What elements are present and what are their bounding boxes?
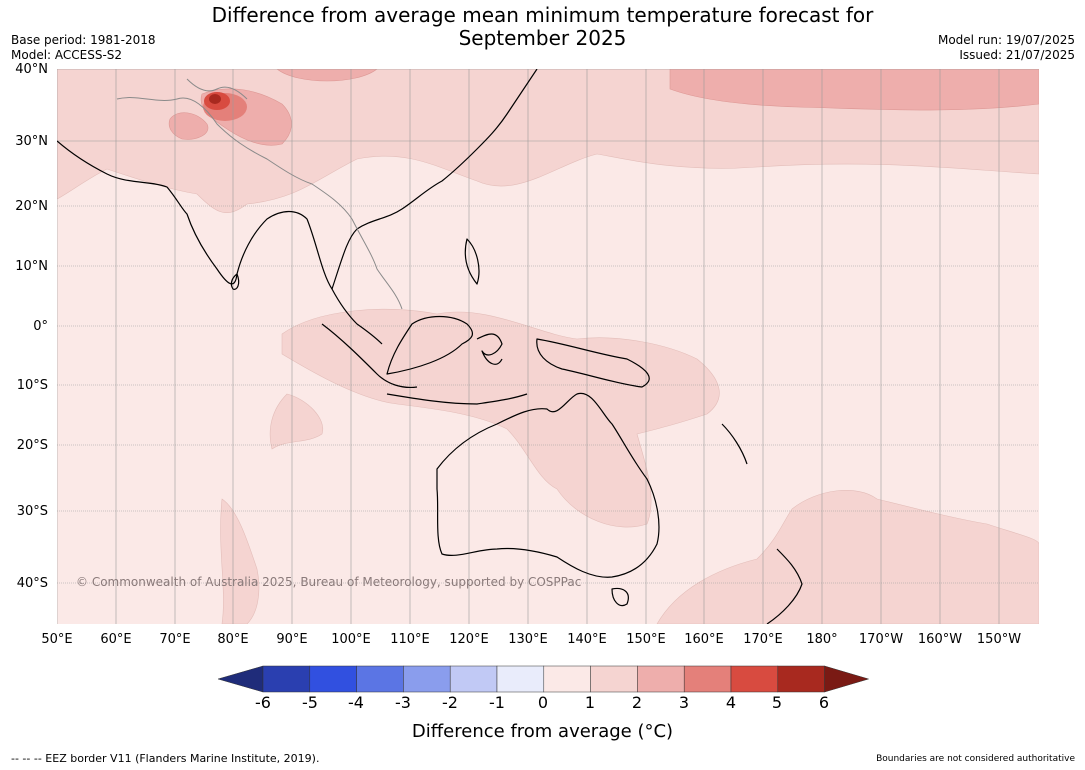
forecast-map: © Commonwealth of Australia 2025, Bureau… [57, 69, 1039, 624]
new-guinea [536, 338, 650, 388]
lon-label: 150°E [626, 632, 666, 647]
meta-left: Base period: 1981-2018 Model: ACCESS-S2 [11, 33, 156, 63]
model-run: Model run: 19/07/2025 [937, 33, 1075, 47]
colorbar-segment [356, 665, 404, 693]
lat-label: 30°S [16, 504, 48, 519]
colorbar-tick-label: 6 [818, 693, 830, 712]
colorbar-tick-label: -1 [489, 693, 505, 712]
australia [436, 392, 660, 578]
lon-label: 60°E [100, 632, 132, 647]
lon-label: 120°E [449, 632, 489, 647]
lon-label: 170°W [858, 632, 904, 647]
southern-pacific-warm [656, 489, 1039, 624]
colorbar-tick-label: -4 [348, 693, 364, 712]
lon-label: 100°E [331, 632, 371, 647]
lat-label: 20°N [15, 199, 48, 214]
colorbar-tick-label: 1 [584, 693, 596, 712]
tasmania [611, 587, 629, 607]
colorbar-segment [309, 665, 357, 693]
colorbar-segment [590, 665, 638, 693]
lon-label: 180° [806, 632, 838, 647]
maritime-continent-warm [281, 308, 720, 528]
colorbar-tick-label: 5 [771, 693, 783, 712]
pakistan-warm [168, 112, 209, 140]
borneo [386, 315, 474, 375]
lon-label: 170°E [743, 632, 783, 647]
colorbar-tick-label: 2 [631, 693, 643, 712]
gridlines [57, 69, 1039, 624]
colorbar-segment [543, 665, 591, 693]
north-pacific-warm [669, 69, 1039, 111]
colorbar-segment [637, 665, 685, 693]
lon-label: 110°E [390, 632, 430, 647]
copyright: © Commonwealth of Australia 2025, Bureau… [76, 575, 581, 589]
lat-label: 40°N [15, 62, 48, 77]
lat-label: 40°S [16, 576, 48, 591]
colorbar-tick-label: 0 [537, 693, 549, 712]
meta-right: Model run: 19/07/2025 Issued: 21/07/2025 [938, 33, 1075, 63]
lon-label: 90°E [276, 632, 308, 647]
coastlines [57, 69, 803, 624]
lon-label: 80°E [217, 632, 249, 647]
lon-label: 70°E [159, 632, 191, 647]
lat-label: 10°S [16, 378, 48, 393]
colorbar-tick-label: -3 [395, 693, 411, 712]
lat-label: 0° [33, 319, 48, 334]
colorbar-tick-label: -2 [442, 693, 458, 712]
colorbar-extend-low [217, 665, 264, 693]
colorbar-extend-high [824, 665, 870, 693]
lon-label: 160°W [917, 632, 963, 647]
country-borders [116, 78, 403, 310]
boundaries-note: Boundaries are not considered authoritat… [876, 754, 1075, 764]
model-name: Model: ACCESS-S2 [11, 48, 123, 62]
lon-label: 150°W [976, 632, 1022, 647]
colorbar-segment [449, 665, 498, 693]
lon-label: 130°E [508, 632, 548, 647]
colorbar-tick-label: -6 [255, 693, 271, 712]
base-period: Base period: 1981-2018 [11, 33, 156, 47]
colorbar-tick-label: -5 [302, 693, 318, 712]
colorbar-segment [403, 665, 451, 693]
lon-label: 50°E [41, 632, 73, 647]
south-indian-streak [220, 498, 260, 624]
colorbar-segment [777, 665, 825, 693]
philippines [464, 238, 480, 285]
new-zealand [766, 548, 803, 624]
new-caledonia [721, 423, 748, 465]
eez-note: -- -- -- EEZ border V11 (Flanders Marine… [11, 752, 320, 765]
map-title: Difference from average mean minimum tem… [0, 4, 1085, 50]
colorbar-tick-label: 3 [678, 693, 690, 712]
sri-lanka [230, 273, 240, 290]
lon-label: 160°E [684, 632, 724, 647]
sulawesi [476, 333, 503, 365]
java-flores-chain [386, 393, 528, 405]
central-asia-warm [276, 69, 378, 82]
colorbar-segment [683, 665, 732, 693]
colorbar-segment [730, 665, 779, 693]
anomaly-hotspot [203, 92, 247, 121]
lat-label: 20°S [16, 438, 48, 453]
colorbar-segment [496, 665, 545, 693]
lat-label: 30°N [15, 134, 48, 149]
title-line-1: Difference from average mean minimum tem… [211, 3, 874, 27]
lat-label: 10°N [15, 259, 48, 274]
issued-date: Issued: 21/07/2025 [959, 48, 1075, 62]
indian-ocean-patch [269, 393, 324, 450]
sumatra [321, 323, 418, 389]
colorbar-title: Difference from average (°C) [411, 721, 674, 742]
colorbar-segment [262, 665, 311, 693]
lon-label: 140°E [567, 632, 607, 647]
anomaly-2-3-regions [168, 69, 1039, 146]
title-line-2: September 2025 [458, 26, 627, 50]
colorbar-tick-label: 4 [725, 693, 737, 712]
